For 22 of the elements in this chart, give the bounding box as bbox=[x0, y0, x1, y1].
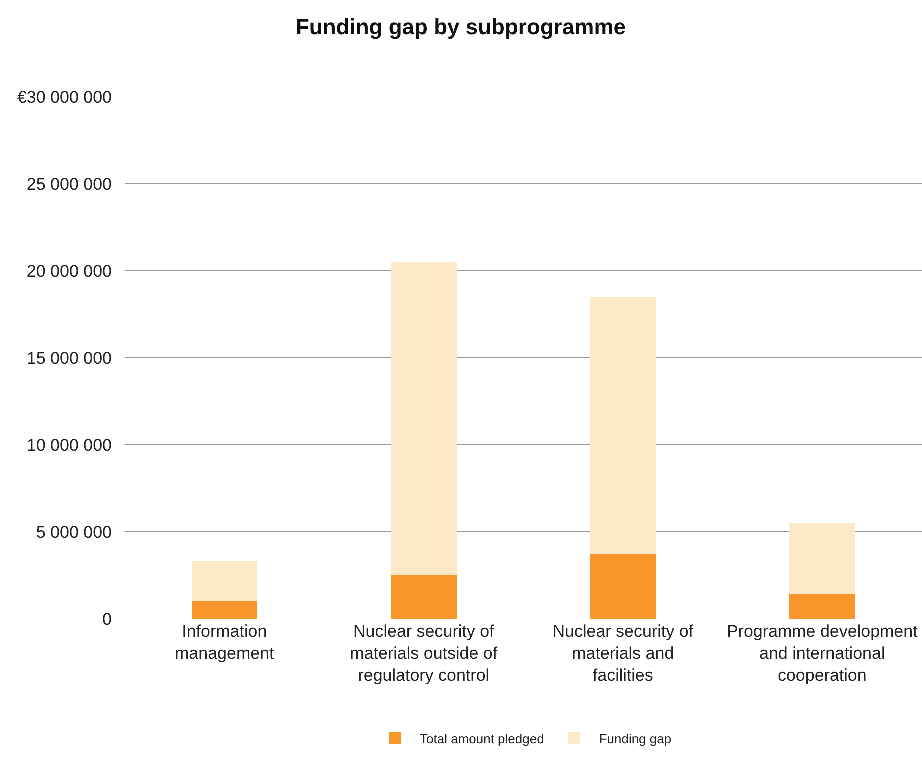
x-tick-label: Information management bbox=[175, 622, 275, 664]
bar bbox=[391, 262, 457, 576]
bar bbox=[192, 602, 258, 619]
x-tick-label: Nuclear security of materials and facilities bbox=[552, 622, 694, 686]
bar bbox=[391, 576, 457, 619]
y-tick-label: 5 000 000 bbox=[36, 522, 112, 542]
legend-label: Total amount pledged bbox=[420, 731, 544, 746]
y-tick-label: €30 000 000 bbox=[17, 88, 112, 107]
bar bbox=[790, 594, 856, 619]
bar bbox=[590, 554, 656, 619]
y-tick-label: 25 000 000 bbox=[26, 174, 112, 194]
bar bbox=[192, 562, 258, 602]
y-tick-label: 10 000 000 bbox=[26, 436, 112, 455]
bar bbox=[790, 523, 856, 595]
y-tick-label: 15 000 000 bbox=[26, 348, 112, 368]
legend-label: Funding gap bbox=[599, 731, 672, 746]
bar bbox=[590, 297, 656, 555]
x-tick-label: Nuclear security of materials outside of regulatory control bbox=[350, 622, 498, 686]
y-tick-label: 0 bbox=[102, 610, 112, 629]
x-tick-label: Programme development and international cooperation bbox=[726, 622, 918, 686]
chart-title: Funding gap by subprogramme bbox=[296, 14, 626, 40]
y-tick-label: 20 000 000 bbox=[26, 262, 112, 281]
